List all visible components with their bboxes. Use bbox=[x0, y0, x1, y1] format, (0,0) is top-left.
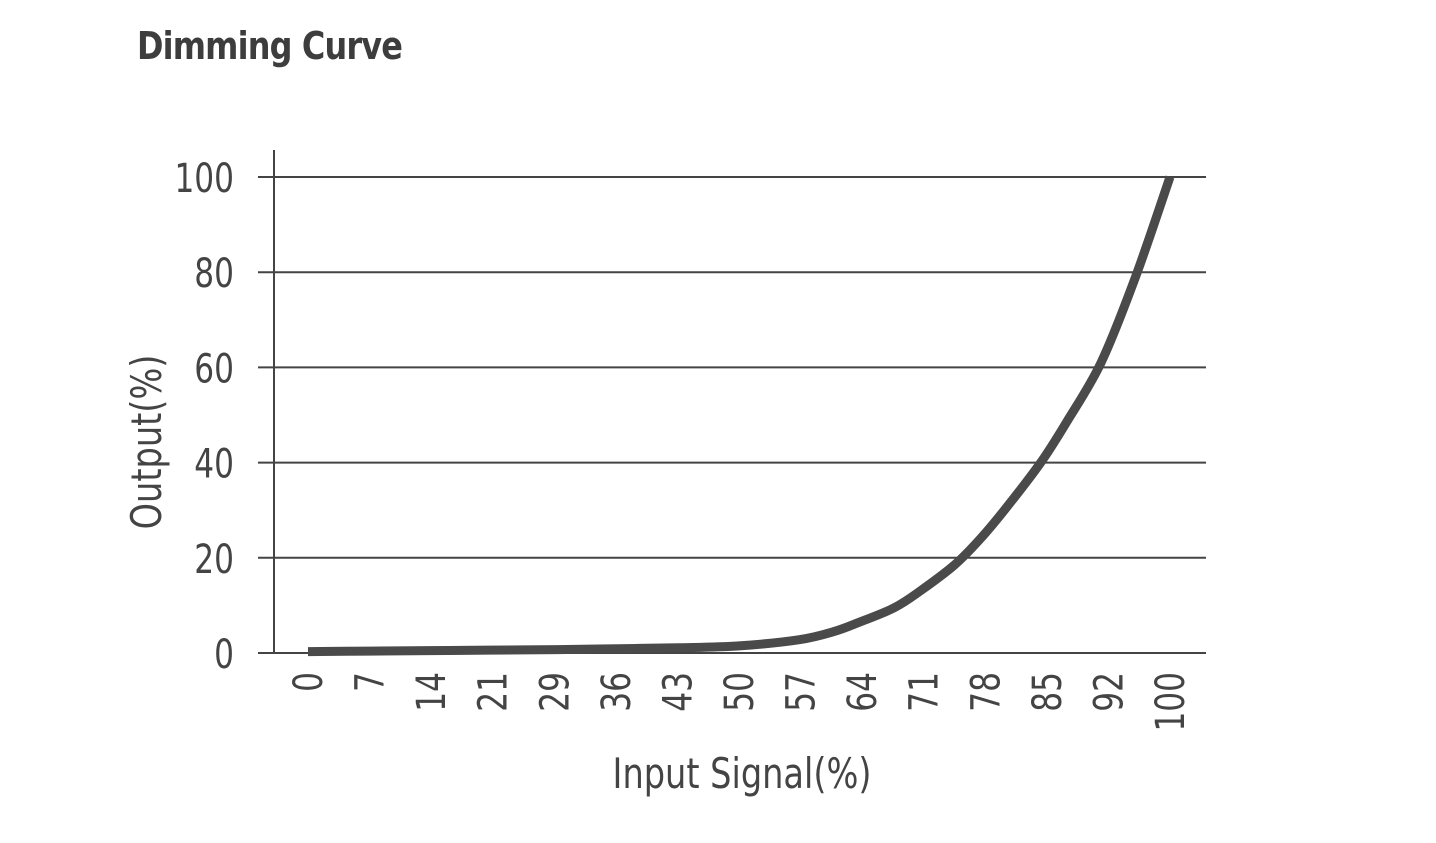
y-tick-labels: 0 20 40 60 80 100 bbox=[174, 156, 234, 678]
x-tick-labels: 0 7 14 21 29 36 43 50 57 64 71 78 85 92 100 bbox=[286, 672, 1194, 732]
x-tick-label: 29 bbox=[533, 672, 579, 712]
x-tick-label: 7 bbox=[348, 672, 394, 692]
chart-title: Dimming Curve bbox=[137, 24, 403, 68]
x-tick-label: 64 bbox=[840, 672, 886, 712]
y-tick-label: 80 bbox=[194, 252, 234, 298]
dimming-curve-line bbox=[307, 175, 1175, 657]
x-tick-label: 43 bbox=[656, 672, 702, 712]
y-tick-label: 60 bbox=[194, 347, 234, 393]
x-tick-label: 71 bbox=[902, 672, 948, 712]
y-tick-label: 20 bbox=[194, 537, 234, 583]
y-tick-label: 40 bbox=[194, 442, 234, 488]
x-tick-label: 100 bbox=[1148, 672, 1194, 732]
y-tick-label: 100 bbox=[174, 156, 234, 202]
x-tick-label: 0 bbox=[286, 672, 332, 692]
y-axis-label: Output(%) bbox=[122, 355, 171, 530]
x-tick-label: 14 bbox=[409, 672, 455, 712]
x-tick-label: 36 bbox=[594, 672, 640, 712]
x-tick-label: 57 bbox=[779, 672, 825, 712]
x-tick-label: 85 bbox=[1025, 672, 1071, 712]
x-tick-label: 78 bbox=[964, 672, 1010, 712]
y-tick-label: 0 bbox=[214, 632, 234, 678]
x-tick-label: 92 bbox=[1087, 672, 1133, 712]
x-tick-label: 21 bbox=[471, 672, 517, 712]
grid-lines bbox=[258, 176, 1206, 654]
x-tick-label: 50 bbox=[717, 672, 763, 712]
series bbox=[307, 175, 1175, 657]
x-axis-label: Input Signal(%) bbox=[613, 749, 872, 798]
